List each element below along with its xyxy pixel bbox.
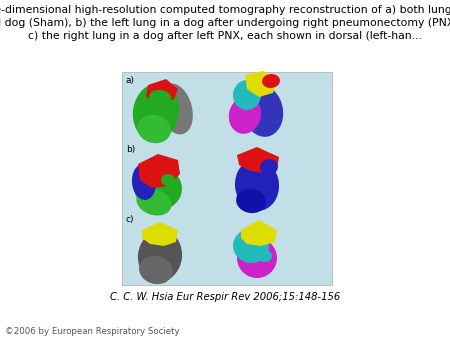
Text: ©2006 by European Respiratory Society: ©2006 by European Respiratory Society (5, 327, 180, 336)
Ellipse shape (235, 159, 279, 211)
Polygon shape (142, 222, 178, 246)
Text: C. C. W. Hsia Eur Respir Rev 2006;15:148-156: C. C. W. Hsia Eur Respir Rev 2006;15:148… (110, 292, 340, 302)
Ellipse shape (137, 115, 171, 143)
Ellipse shape (260, 159, 278, 175)
Polygon shape (245, 71, 277, 97)
Ellipse shape (233, 80, 261, 110)
Polygon shape (241, 220, 277, 246)
Ellipse shape (161, 174, 175, 186)
Ellipse shape (258, 250, 272, 262)
Text: b): b) (126, 145, 135, 154)
Polygon shape (146, 79, 178, 103)
Ellipse shape (133, 83, 179, 141)
Ellipse shape (233, 229, 269, 263)
Ellipse shape (243, 85, 283, 137)
Text: c): c) (126, 215, 135, 224)
Ellipse shape (138, 230, 182, 282)
FancyBboxPatch shape (122, 72, 332, 285)
Text: Three-dimensional high-resolution computed tomography reconstruction of a) both : Three-dimensional high-resolution comput… (0, 5, 450, 41)
Ellipse shape (229, 96, 261, 134)
Ellipse shape (136, 189, 171, 216)
Polygon shape (237, 147, 279, 173)
Ellipse shape (236, 189, 266, 213)
Ellipse shape (262, 74, 280, 88)
Ellipse shape (237, 238, 277, 278)
Ellipse shape (132, 164, 156, 200)
Ellipse shape (149, 90, 171, 104)
Text: a): a) (126, 76, 135, 85)
Ellipse shape (139, 256, 173, 284)
Polygon shape (138, 154, 180, 188)
Ellipse shape (134, 166, 182, 210)
Ellipse shape (159, 83, 193, 135)
